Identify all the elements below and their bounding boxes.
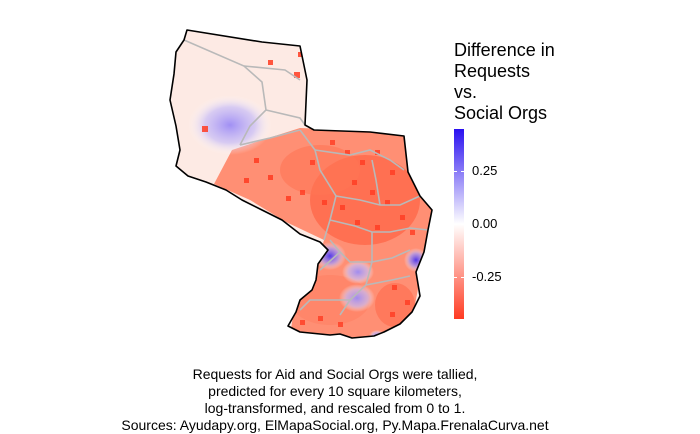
legend-tick-mark (454, 224, 457, 225)
caption-sources: Sources: Ayudapy.org, ElMapaSocial.org, … (121, 417, 549, 433)
legend-colorbar (454, 129, 464, 319)
paraguay-outline (169, 29, 433, 339)
legend-tick-label: 0.00 (472, 216, 498, 231)
caption-line: Requests for Aid and Social Orgs were ta… (192, 366, 478, 382)
caption: Requests for Aid and Social Orgs were ta… (40, 366, 630, 434)
legend-tick-mark (461, 171, 464, 173)
legend-tick-label: 0.25 (472, 163, 498, 179)
caption-line: predicted for every 10 square kilometers… (208, 383, 462, 399)
legend-tick-mark (454, 171, 457, 173)
legend-tick-mark (454, 276, 457, 278)
caption-line: log-transformed, and rescaled from 0 to … (204, 400, 466, 416)
department-borders (183, 39, 429, 316)
legend-title: Difference in Requests vs. Social Orgs (454, 40, 555, 123)
legend-tick-mark (461, 276, 464, 278)
legend-tick-label: -0.25 (472, 268, 502, 284)
legend-tick-mark (461, 224, 464, 225)
